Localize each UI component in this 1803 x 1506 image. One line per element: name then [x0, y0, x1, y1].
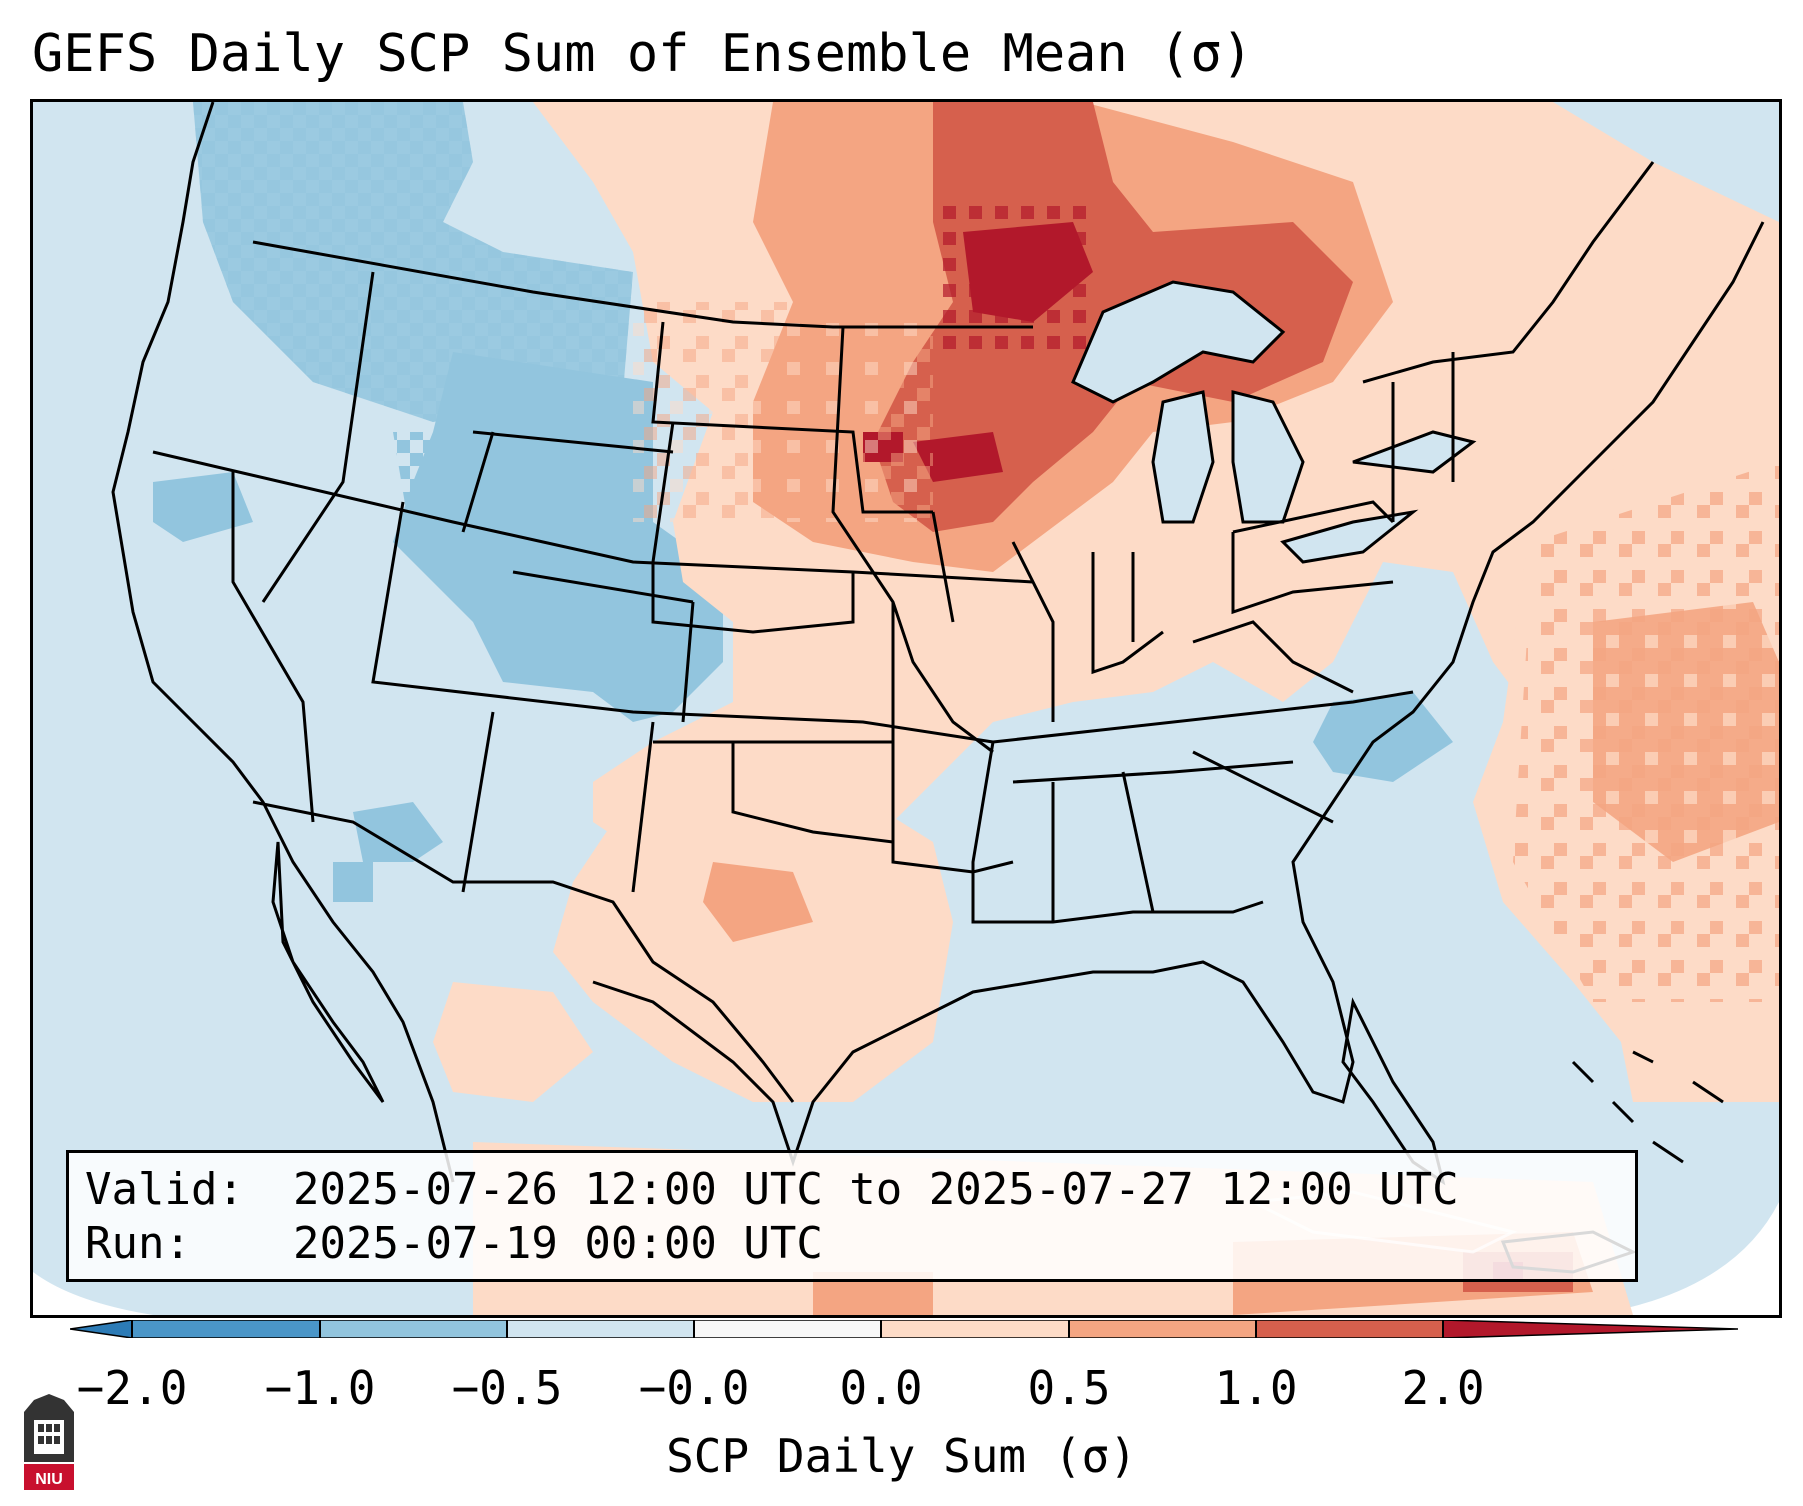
gulf-coastline: [592, 221, 1765, 1167]
colorbar-tick-label: 2.0: [1401, 1361, 1485, 1415]
region-atlantic-texture: [1513, 462, 1779, 1002]
colorbar: [70, 1320, 1738, 1338]
bahamas-outline: [1571, 1050, 1724, 1164]
valid-run-info-box: Valid: 2025-07-26 12:00 UTC to 2025-07-2…: [66, 1150, 1638, 1282]
west-coastline: [111, 102, 455, 1183]
region-tx-ok-medium: [703, 862, 813, 942]
colorbar-tick-label: −0.0: [638, 1361, 750, 1415]
us-mexico-border: [252, 800, 795, 1103]
colorbar-bin: [132, 1320, 320, 1338]
run-value: 2025-07-19 00:00 UTC: [293, 1218, 823, 1269]
region-southwest-light: [433, 982, 593, 1102]
colorbar-bins: [70, 1320, 1738, 1338]
region-carolinas: [1313, 692, 1453, 782]
canada-us-border: [252, 161, 1655, 384]
map-canvas: [33, 102, 1779, 1315]
valid-label: Valid:: [85, 1164, 244, 1215]
region-tx-ok-light: [553, 792, 953, 1102]
baja-coastline: [271, 841, 385, 1103]
colorbar-bin: [70, 1320, 132, 1338]
colorbar-axis-label: SCP Daily Sum (σ): [666, 1429, 1137, 1483]
colorbar-bin: [694, 1320, 881, 1338]
region-dakotas-texture: [633, 302, 933, 522]
colorbar-bin: [1256, 1320, 1443, 1338]
colorbar-tick-label: −0.5: [451, 1361, 563, 1415]
state-borders: [152, 271, 1455, 924]
colorbar-bin: [1069, 1320, 1256, 1338]
map-title: GEFS Daily SCP Sum of Ensemble Mean (σ): [32, 24, 1253, 84]
map-panel: [30, 99, 1782, 1318]
colorbar-bin: [881, 1320, 1069, 1338]
run-label: Run:: [85, 1218, 191, 1269]
valid-value: 2025-07-26 12:00 UTC to 2025-07-27 12:00…: [293, 1164, 1459, 1215]
colorbar-tick-label: 0.0: [839, 1361, 923, 1415]
colorbar-tick-label: −2.0: [76, 1361, 188, 1415]
niu-logo-icon: NIU: [24, 1394, 74, 1490]
colorbar-bin: [1443, 1320, 1738, 1338]
svg-text:NIU: NIU: [35, 1471, 63, 1488]
region-minnesota-texture: [933, 202, 1093, 362]
valid-line: Valid: 2025-07-26 12:00 UTC to 2025-07-2…: [85, 1163, 1635, 1217]
region-nw-pacific-spots: [153, 472, 253, 542]
colorbar-bin: [507, 1320, 694, 1338]
colorbar-tick-label: 1.0: [1214, 1361, 1298, 1415]
run-line: Run: 2025-07-19 00:00 UTC: [85, 1217, 1635, 1271]
region-pacific-northwest-texture: [193, 102, 633, 422]
region-wyoming-colorado-texture: [393, 432, 503, 552]
colorbar-tick-label: 0.5: [1027, 1361, 1111, 1415]
colorbar-tick-label: −1.0: [264, 1361, 376, 1415]
colorbar-bin: [320, 1320, 507, 1338]
